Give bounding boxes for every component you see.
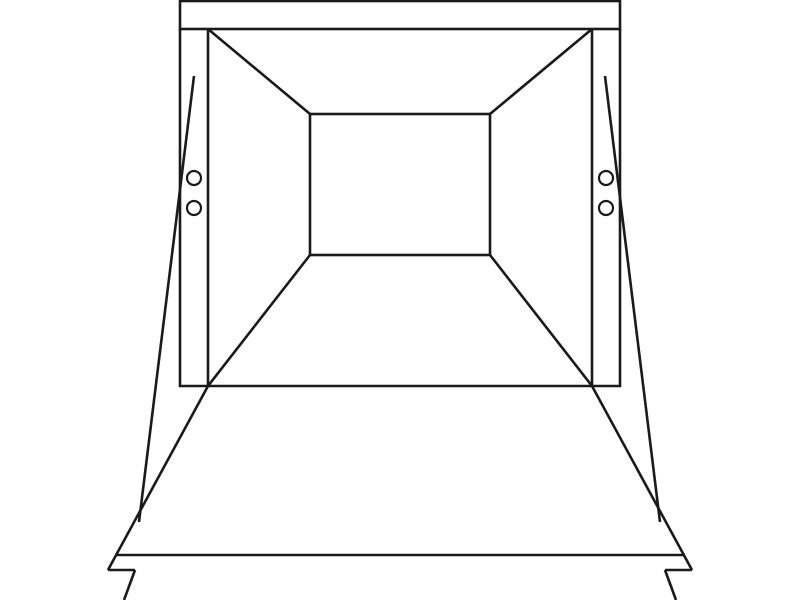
right-upper-rack-hole: [597, 169, 615, 187]
right-lower-rack-hole: [597, 199, 615, 217]
bottom-left-perspective-edge: [206, 254, 312, 387]
right-hinge-arm: [603, 75, 662, 523]
left-lower-rack-hole: [185, 199, 203, 217]
bottom-right-perspective-edge: [488, 254, 594, 387]
left-upper-rack-hole: [185, 169, 203, 187]
door-handle-left-edge: [122, 569, 137, 600]
door-right-edge: [590, 385, 694, 571]
cavity-back-wall: [308, 112, 492, 257]
top-left-perspective-edge: [207, 28, 311, 115]
oven-outer-frame: [178, 29, 622, 388]
door-handle-right-edge: [663, 569, 678, 600]
door-left-edge: [106, 385, 210, 571]
top-panel: [178, 0, 622, 31]
top-right-perspective-edge: [489, 28, 593, 115]
left-hinge-arm: [137, 75, 196, 523]
